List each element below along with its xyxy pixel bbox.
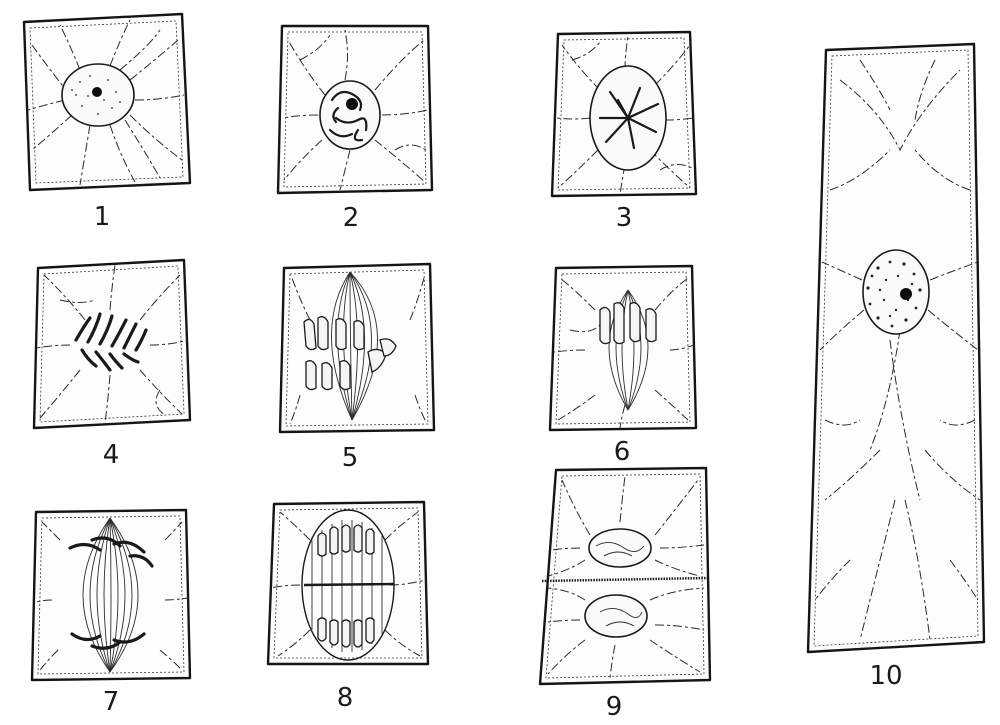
figure-10 <box>806 42 986 654</box>
chromosomes <box>68 536 154 650</box>
figure-7 <box>30 508 192 682</box>
figure-label-9: 9 <box>606 692 623 722</box>
cytoplasm-strands <box>35 264 189 425</box>
chromatin-net <box>595 542 645 627</box>
nucleus <box>862 249 930 335</box>
figure-label-1: 1 <box>94 202 111 232</box>
chromosomes <box>598 86 660 150</box>
figure-label-3: 3 <box>616 203 633 233</box>
chromosomes <box>74 312 148 372</box>
figure-6 <box>548 264 698 432</box>
cytoplasm-strands <box>289 277 427 425</box>
spindle <box>82 517 139 673</box>
cell-wall <box>538 466 712 686</box>
cytoplasm-strands <box>553 277 695 429</box>
cytoplasm-strands <box>27 19 185 186</box>
nucleolus <box>900 288 912 300</box>
cell-wall <box>548 264 698 432</box>
figure-label-2: 2 <box>343 203 360 233</box>
figure-2 <box>276 24 434 195</box>
chromatin-threads <box>328 90 368 142</box>
nucleus <box>319 80 381 150</box>
cytoplasm-strands <box>281 29 429 191</box>
figure-label-5: 5 <box>342 443 359 473</box>
nucleolus <box>346 98 358 110</box>
figure-label-6: 6 <box>614 437 631 467</box>
figure-8 <box>266 500 430 666</box>
figure-9 <box>538 466 712 686</box>
daughter-nucleus-lower <box>584 594 648 638</box>
cytoplasm-strands <box>814 59 981 641</box>
cytoplasm-strands <box>269 511 427 657</box>
cell-plate <box>541 576 709 583</box>
cytoplasm-strands <box>547 475 705 679</box>
cytoplasm-strands <box>35 521 189 671</box>
daughter-nucleus-upper <box>588 528 652 568</box>
figure-5 <box>278 262 436 434</box>
chromosomes <box>303 316 397 391</box>
figure-label-7: 7 <box>103 687 120 717</box>
figure-label-10: 10 <box>869 661 902 691</box>
chromosomes <box>599 302 657 345</box>
figure-3 <box>550 30 698 198</box>
figure-label-8: 8 <box>337 683 354 713</box>
chromosomes <box>317 524 375 648</box>
figure-1 <box>22 12 192 192</box>
cell-plate <box>303 582 395 587</box>
figure-4 <box>32 258 192 430</box>
nucleolus <box>92 87 102 97</box>
figure-label-4: 4 <box>103 440 120 470</box>
cell-wall <box>806 42 986 654</box>
